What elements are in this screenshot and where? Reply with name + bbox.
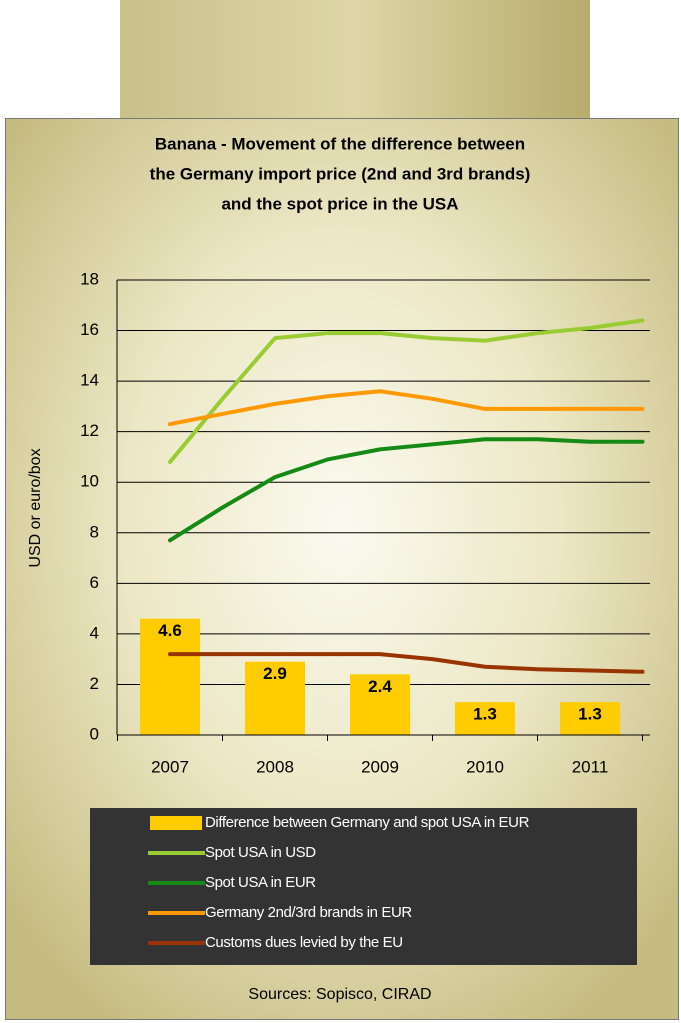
x-tick-label: 2009 — [361, 757, 399, 776]
x-tick-label: 2008 — [256, 757, 294, 776]
source: Sources: Sopisco, CIRAD — [248, 986, 431, 1003]
x-tick-label: 2011 — [572, 757, 609, 776]
y-axis-label: USD or euro/box — [27, 448, 44, 567]
y-tick-label: 12 — [80, 421, 99, 440]
header-box — [120, 0, 590, 118]
chart-title: the Germany import price (2nd and 3rd br… — [150, 164, 531, 183]
y-tick-label: 4 — [90, 623, 99, 642]
x-tick-label: 2010 — [466, 757, 504, 776]
legend-label: Spot USA in USD — [205, 844, 316, 861]
legend-box — [90, 808, 637, 965]
value-label: 1.3 — [473, 705, 497, 724]
value-label: 4.6 — [158, 621, 182, 640]
bar — [140, 618, 200, 735]
value-label: 2.4 — [368, 677, 392, 696]
line — [168, 389, 645, 427]
legend-swatch — [150, 816, 202, 830]
bar — [245, 661, 305, 735]
bar — [560, 702, 620, 735]
y-tick-label: 2 — [90, 674, 99, 693]
value-label: 2.9 — [263, 664, 287, 683]
legend-label: Spot USA in EUR — [205, 874, 316, 891]
legend-label: Germany 2nd/3rd brands in EUR — [205, 904, 412, 921]
bar — [455, 702, 515, 735]
line — [168, 652, 645, 674]
chart-title: Banana - Movement of the difference betw… — [155, 134, 525, 153]
x-tick-label: 2007 — [151, 757, 189, 776]
y-tick-label: 0 — [90, 724, 99, 743]
value-label: 1.3 — [578, 705, 602, 724]
y-tick-label: 16 — [80, 320, 99, 339]
y-tick-label: 18 — [80, 269, 99, 288]
y-tick-label: 6 — [90, 573, 99, 592]
bar — [350, 674, 410, 735]
y-tick-label: 14 — [80, 371, 99, 390]
line — [168, 437, 645, 543]
chart-title: and the spot price in the USA — [221, 194, 458, 213]
y-tick-label: 8 — [90, 522, 99, 541]
line — [168, 318, 645, 464]
legend-label: Difference between Germany and spot USA … — [205, 814, 530, 831]
legend-label: Customs dues levied by the EU — [205, 934, 403, 951]
y-tick-label: 10 — [80, 472, 99, 491]
